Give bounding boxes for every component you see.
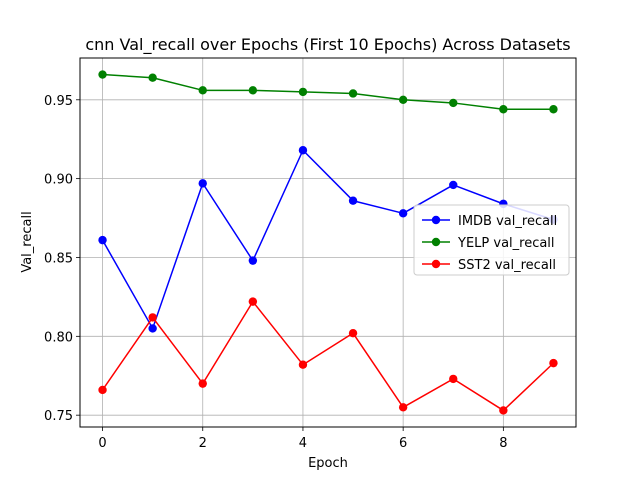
yelp-data-point: [98, 70, 107, 79]
imdb-data-point: [298, 146, 308, 155]
x-axis-title: Epoch: [308, 456, 348, 471]
imdb-data-point: [98, 235, 107, 245]
imdb-data-point: [348, 196, 358, 205]
y-tick-label: 0.95: [44, 94, 73, 109]
sst2-data-point: [348, 328, 358, 338]
x-tick-label: 2: [199, 436, 207, 451]
yelp-data-point: [198, 86, 207, 95]
yelp-data-point: [398, 95, 408, 104]
yelp-series-line: [102, 73, 554, 110]
chart-title: cnn Val_recall over Epochs (First 10 Epo…: [85, 35, 570, 55]
sst2-data-point: [98, 385, 107, 395]
x-tick-label: 8: [499, 436, 507, 451]
yelp-legend-label: YELP val_recall: [457, 236, 555, 251]
x-tick-label: 4: [299, 436, 307, 451]
sst2-data-point: [449, 374, 458, 384]
y-tick-label: 0.85: [44, 251, 73, 266]
sst2-data-point: [499, 406, 508, 415]
yelp-data-point: [148, 73, 157, 82]
series-layer: [98, 70, 558, 415]
imdb-series-line: [101, 149, 554, 330]
imdb-legend-label: IMDB val_recall: [458, 214, 557, 229]
legend-box: [413, 204, 570, 276]
yelp-data-point: [298, 87, 308, 97]
sst2-data-point: [248, 297, 258, 306]
imdb-data-point: [449, 180, 458, 190]
y-ticks: 0.75 0.80 0.85 0.90 0.95: [44, 94, 80, 424]
yelp-data-point: [348, 89, 358, 98]
y-tick-label: 0.90: [44, 173, 73, 188]
sst2-legend-marker: [431, 259, 441, 269]
yelp-data-point: [449, 98, 458, 108]
sst2-series-line: [101, 300, 554, 412]
yelp-data-point: [499, 105, 508, 114]
y-axis-title: Val_recall: [20, 211, 35, 272]
sst2-data-point: [148, 313, 157, 322]
yelp-data-point: [549, 105, 558, 114]
x-tick-label: 6: [399, 436, 407, 451]
y-tick-label: 0.80: [44, 330, 73, 345]
sst2-legend-label: SST2 val_recall: [458, 258, 556, 273]
sst2-data-point: [198, 379, 207, 388]
yelp-legend-marker: [431, 237, 441, 247]
sst2-data-point: [398, 403, 408, 412]
legend: IMDB val_recall YELP val_recall SST2 val_r…: [413, 204, 570, 276]
imdb-data-point: [148, 324, 157, 333]
imdb-data-point: [398, 209, 408, 218]
imdb-data-point: [248, 256, 258, 265]
sst2-data-point: [298, 360, 308, 369]
grid-layer: [80, 58, 576, 427]
imdb-data-point: [198, 179, 207, 188]
x-ticks: 0 2 4 6 8: [98, 427, 507, 451]
y-tick-label: 0.75: [44, 409, 73, 424]
yelp-data-point: [248, 86, 258, 95]
plot-frame: [79, 57, 577, 428]
x-tick-label: 0: [98, 436, 106, 451]
imdb-legend-marker: [431, 215, 441, 225]
sst2-data-point: [549, 358, 558, 368]
